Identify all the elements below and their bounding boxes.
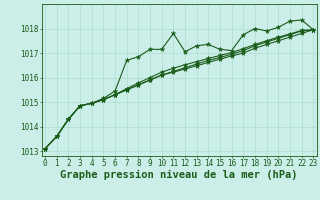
X-axis label: Graphe pression niveau de la mer (hPa): Graphe pression niveau de la mer (hPa) xyxy=(60,170,298,180)
